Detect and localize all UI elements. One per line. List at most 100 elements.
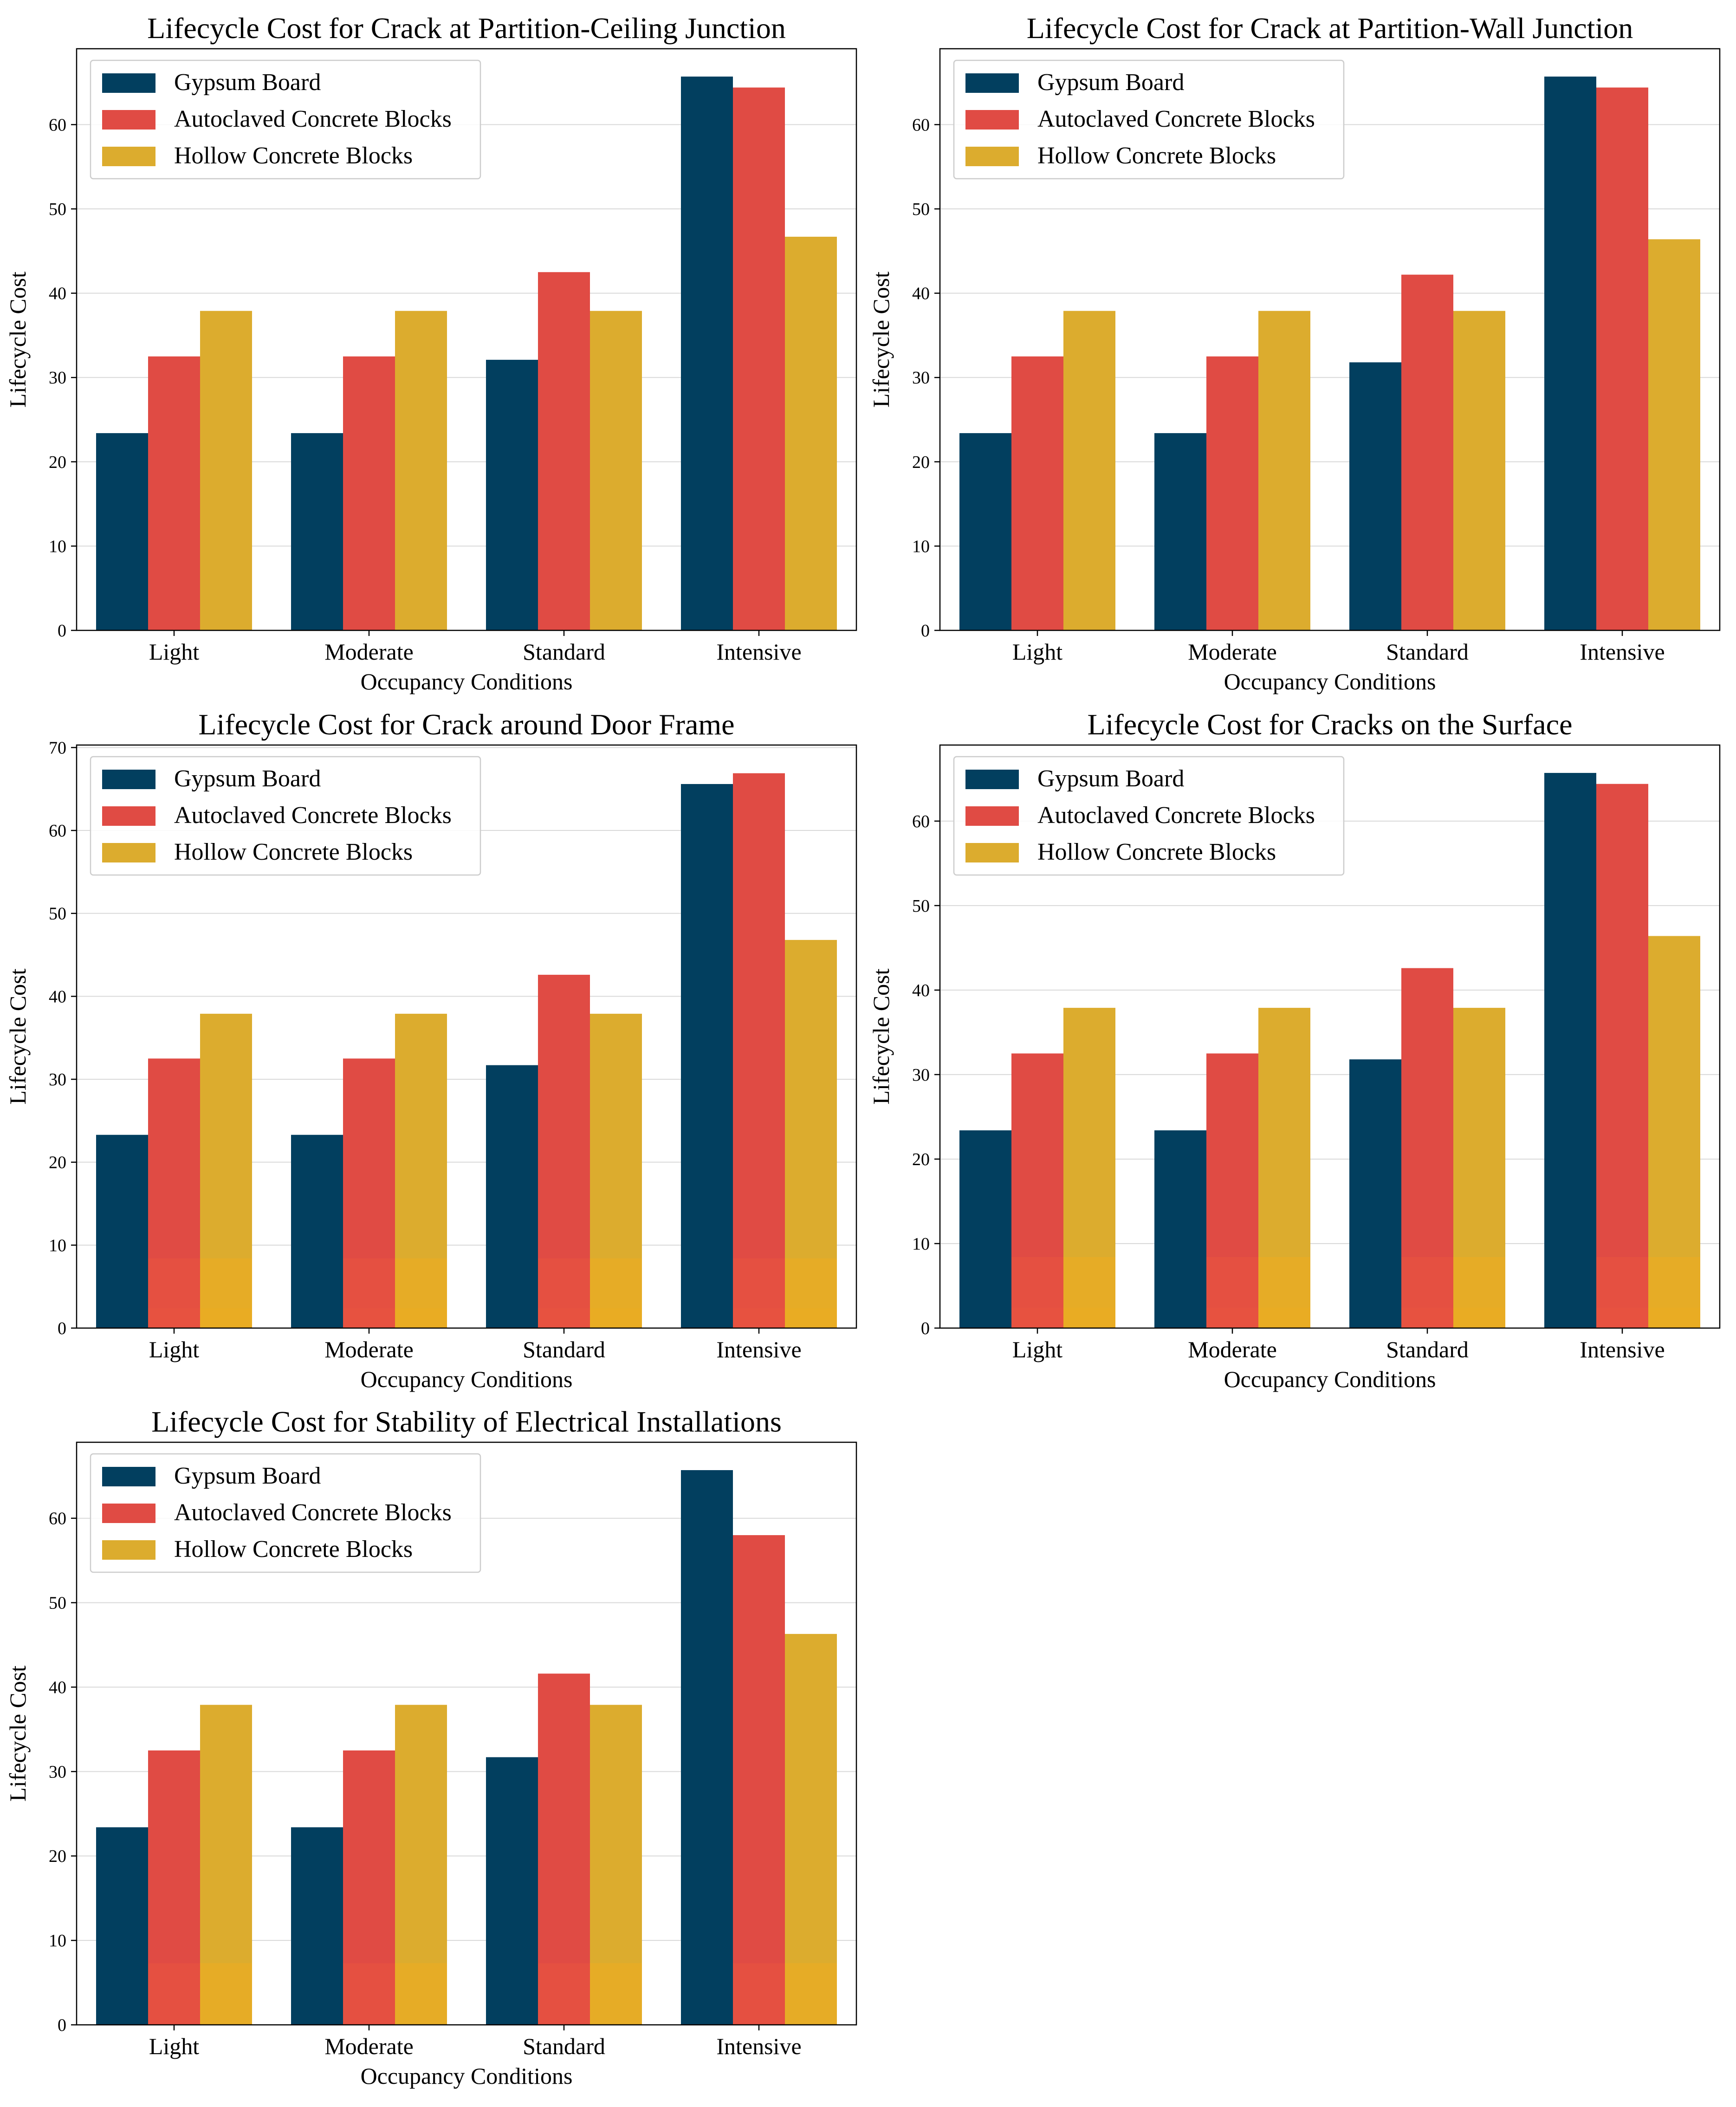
axes-frame	[76, 744, 857, 1329]
y-tick-label: 60	[49, 1509, 66, 1529]
legend-label: Gypsum Board	[1037, 765, 1184, 792]
legend-label: Gypsum Board	[1037, 69, 1184, 96]
y-tick-label: 20	[49, 453, 66, 472]
bar-overlay	[590, 1308, 642, 1328]
bar	[538, 272, 590, 630]
legend-swatch	[102, 73, 155, 93]
chart-title: Lifecycle Cost for Crack at Partition-Wa…	[1027, 12, 1633, 45]
y-tick-label: 50	[912, 896, 930, 916]
bar	[291, 433, 343, 630]
legend-swatch	[965, 110, 1019, 130]
legend-label: Hollow Concrete Blocks	[174, 143, 413, 169]
y-tick-label: 20	[912, 453, 930, 472]
legend-box	[953, 59, 1345, 180]
y-tick-label: 40	[49, 284, 66, 304]
y-tick-label: 30	[49, 1762, 66, 1782]
x-tick-label: Light	[1012, 639, 1062, 665]
bar	[785, 236, 837, 630]
y-tick-label: 10	[912, 1234, 930, 1254]
bar	[343, 356, 395, 630]
legend-swatch	[965, 770, 1019, 789]
chart-panel-4: 0 10 20 30 40 50 60 Light Moderate Standard Intens…	[868, 708, 1721, 1392]
y-tick-label: 40	[49, 987, 66, 1006]
legend-swatch	[102, 1467, 155, 1486]
bar-overlay	[343, 1963, 395, 2025]
x-tick-label: Intensive	[1580, 1336, 1665, 1362]
chart-title: Lifecycle Cost for Cracks on the Surface	[1088, 708, 1573, 741]
bar	[395, 311, 447, 630]
bar	[959, 433, 1011, 630]
legend-swatch	[965, 147, 1019, 166]
bar	[96, 1135, 148, 1328]
axes-frame	[939, 48, 1721, 631]
bar	[785, 1634, 837, 2025]
y-tick-label: 10	[912, 537, 930, 556]
bar	[486, 1757, 538, 2025]
bar	[1453, 311, 1505, 630]
bar	[590, 311, 642, 630]
axes-frame	[76, 1441, 857, 2026]
x-tick-label: Light	[149, 639, 199, 665]
x-tick-label: Standard	[523, 639, 605, 665]
legend-label: Hollow Concrete Blocks	[1037, 839, 1276, 865]
y-axis-label: Lifecycle Cost	[5, 968, 31, 1104]
legend-label: Gypsum Board	[174, 1463, 321, 1489]
bar	[96, 433, 148, 630]
y-tick-label: 0	[58, 2016, 66, 2035]
bar-overlay	[785, 1308, 837, 1328]
bar-overlay	[538, 1963, 590, 2025]
bar-overlay	[200, 1963, 252, 2025]
legend-label: Hollow Concrete Blocks	[1037, 143, 1276, 169]
x-tick-label: Intensive	[1580, 639, 1665, 665]
legend-label: Hollow Concrete Blocks	[174, 839, 413, 865]
chart-panel-5: 0 10 20 30 40 50 60 Light Moderate Standard Intens…	[5, 1405, 857, 2089]
chart-panel-1: 0 10 20 30 40 50 60 Light Moderate Standard Intens…	[5, 12, 857, 694]
bar	[681, 76, 733, 631]
y-tick-label: 60	[49, 821, 66, 841]
bar	[1154, 433, 1206, 630]
x-tick-label: Moderate	[1188, 1336, 1277, 1362]
legend: Gypsum Board Autoclaved Concrete Blocks Ho…	[953, 59, 1345, 180]
axes-frame	[76, 48, 857, 631]
x-tick-label: Intensive	[716, 1336, 801, 1362]
bar-overlay	[200, 1308, 252, 1328]
legend-box	[953, 756, 1345, 876]
y-tick-label: 20	[49, 1847, 66, 1866]
x-tick-label: Standard	[1386, 1336, 1469, 1362]
bar-overlay	[590, 1963, 642, 2025]
axes-frame	[939, 744, 1721, 1329]
bar-overlay	[1206, 1308, 1258, 1328]
legend-label: Autoclaved Concrete Blocks	[1037, 106, 1315, 132]
legend-swatch	[102, 1504, 155, 1523]
y-tick-label: 10	[49, 1236, 66, 1255]
bar	[1648, 239, 1700, 630]
bar	[1011, 356, 1063, 630]
legend-label: Gypsum Board	[174, 765, 321, 792]
bar	[1596, 784, 1648, 1328]
chart-title: Lifecycle Cost for Stability of Electric…	[151, 1405, 782, 1438]
legend-swatch	[102, 843, 155, 862]
x-axis-label: Occupancy Conditions	[361, 2063, 573, 2089]
x-tick-label: Standard	[523, 2033, 605, 2059]
legend-swatch	[965, 806, 1019, 826]
y-tick-label: 0	[58, 1319, 66, 1338]
bar-overlay	[1648, 1308, 1700, 1328]
chart-title: Lifecycle Cost for Crack at Partition-Ce…	[147, 12, 786, 45]
x-tick-label: Intensive	[716, 639, 801, 665]
bar-overlay	[1258, 1308, 1310, 1328]
y-tick-label: 0	[58, 621, 66, 641]
bar-overlay	[1063, 1308, 1115, 1328]
bar	[733, 1535, 785, 2025]
y-tick-label: 50	[912, 200, 930, 219]
y-axis-label: Lifecycle Cost	[5, 1666, 31, 1802]
legend-swatch	[102, 1540, 155, 1560]
bar	[148, 356, 200, 630]
x-tick-label: Moderate	[324, 639, 414, 665]
x-tick-label: Moderate	[324, 2033, 414, 2059]
y-tick-label: 30	[912, 368, 930, 388]
bar-overlay	[395, 1963, 447, 2025]
y-tick-label: 50	[49, 200, 66, 219]
bar	[1544, 773, 1596, 1328]
bar-overlay	[1401, 1308, 1453, 1328]
y-tick-label: 60	[49, 115, 66, 135]
